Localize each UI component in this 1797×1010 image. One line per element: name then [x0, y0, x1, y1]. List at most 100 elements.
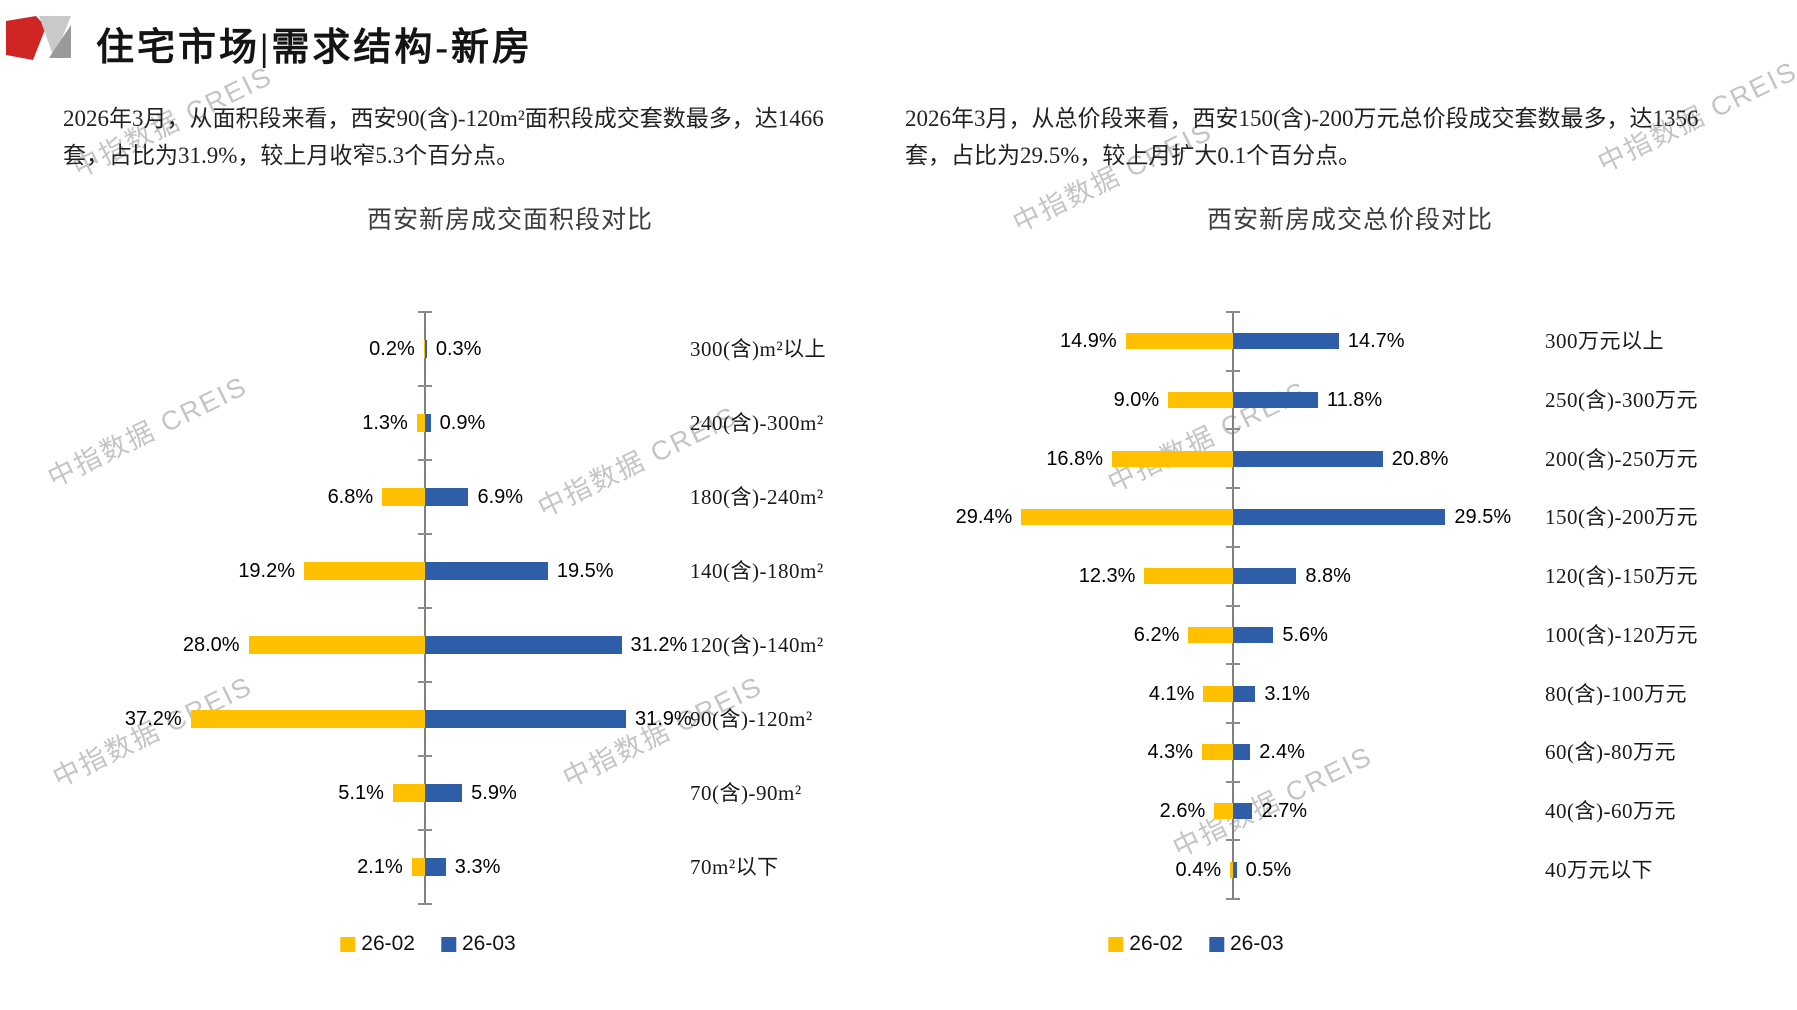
bar-26-02: [411, 858, 425, 876]
bar-26-02: [1202, 744, 1233, 761]
axis-tick: [418, 755, 432, 757]
bar-26-03: [1233, 568, 1297, 585]
bar-26-02: [1021, 509, 1233, 526]
value-label-26-02: 28.0%: [182, 634, 240, 656]
value-label-26-02: 4.1%: [1148, 682, 1195, 705]
company-logo-icon: [6, 16, 71, 60]
axis-tick: [1226, 605, 1240, 607]
value-label-26-02: 6.8%: [327, 486, 374, 508]
bar-26-02: [1144, 568, 1233, 585]
bar-26-03: [425, 858, 446, 876]
bar-26-03: [425, 636, 622, 654]
category-label: 250(含)-300万元: [1545, 388, 1698, 413]
value-label-26-02: 1.3%: [362, 412, 408, 434]
value-label-26-03: 20.8%: [1391, 447, 1449, 470]
category-label: 70m²以下: [690, 855, 779, 879]
bar-26-03: [1233, 802, 1253, 819]
axis-tick: [418, 829, 432, 831]
value-label-26-03: 14.7%: [1347, 330, 1405, 353]
category-label: 300万元以上: [1545, 329, 1664, 354]
bar-26-02: [1112, 450, 1233, 467]
bar-26-02: [1203, 685, 1233, 702]
tornado-chart-area-segments: 0.2% 0.3% 300(含)m²以上 1.3% 0.9% 240(含)-300m² 6.…: [60, 311, 898, 905]
bar-26-03: [1233, 861, 1237, 878]
axis-tick: [1226, 722, 1240, 724]
axis-tick: [418, 311, 432, 313]
value-label-26-03: 29.5%: [1454, 506, 1512, 529]
value-label-26-02: 16.8%: [1046, 447, 1104, 470]
category-label: 100(含)-120万元: [1545, 622, 1698, 647]
value-label-26-03: 3.1%: [1264, 682, 1310, 705]
legend-label-26-03: 26-03: [1230, 932, 1284, 955]
logo-dark-gray-shape: [49, 25, 71, 58]
bar-26-03: [1233, 333, 1339, 350]
value-label-26-02: 6.2%: [1133, 623, 1180, 646]
legend-label-26-03: 26-03: [462, 932, 516, 955]
value-label-26-03: 0.5%: [1245, 858, 1292, 881]
chart-title-area: 西安新房成交面积段对比: [366, 207, 653, 234]
legend-item-26-02: 26-02: [1108, 932, 1183, 956]
bar-26-02: [382, 488, 425, 506]
bar-26-03: [1233, 509, 1446, 526]
value-label-26-02: 0.4%: [1175, 858, 1222, 881]
category-label: 150(含)-200万元: [1545, 505, 1698, 530]
bar-26-03: [425, 562, 548, 580]
axis-tick: [1226, 546, 1240, 548]
value-label-26-03: 31.2%: [630, 634, 688, 656]
value-label-26-03: 31.9%: [634, 708, 692, 730]
logo-red-shape: [6, 16, 46, 60]
value-label-26-03: 0.3%: [435, 338, 482, 360]
value-label-26-02: 14.9%: [1060, 330, 1117, 353]
axis-tick: [1226, 898, 1240, 900]
legend-label-26-02: 26-02: [361, 932, 415, 955]
axis-tick: [1226, 311, 1240, 313]
category-label: 70(含)-90m²: [690, 781, 802, 805]
bar-26-02: [416, 414, 425, 432]
value-label-26-03: 2.4%: [1259, 741, 1305, 764]
category-label: 120(含)-140m²: [690, 633, 824, 657]
bar-26-02: [392, 784, 425, 802]
bar-26-02: [1230, 861, 1233, 878]
tornado-chart-price-segments: 14.9% 14.7% 300万元以上 9.0% 11.8% 250(含)-300万元 16…: [900, 311, 1790, 900]
value-label-26-03: 3.3%: [454, 856, 501, 878]
legend-area-chart: 26-02 26-03: [340, 932, 516, 956]
axis-tick: [1226, 370, 1240, 372]
legend-item-26-03: 26-03: [1209, 932, 1284, 956]
page-title: 住宅市场|需求结构-新房: [96, 27, 534, 69]
category-label: 200(含)-250万元: [1545, 446, 1698, 471]
value-label-26-02: 2.6%: [1159, 799, 1206, 822]
bar-26-03: [425, 710, 626, 728]
category-label: 180(含)-240m²: [690, 485, 824, 509]
value-label-26-02: 37.2%: [124, 708, 182, 730]
axis-tick: [1226, 663, 1240, 665]
value-label-26-02: 5.1%: [338, 782, 384, 804]
value-label-26-03: 5.9%: [471, 782, 517, 804]
axis-tick: [1226, 839, 1240, 841]
axis-tick: [418, 533, 432, 535]
summary-area-segment: 2026年3月，从面积段来看，西安90(含)-120m²面积段成交套数最多，达1…: [63, 106, 824, 169]
legend-swatch-26-03: [441, 936, 456, 952]
legend-price-chart: 26-02 26-03: [1108, 932, 1284, 956]
category-label: 80(含)-100万元: [1545, 681, 1687, 706]
category-label: 300(含)m²以上: [690, 337, 827, 361]
axis-tick: [1226, 781, 1240, 783]
value-label-26-03: 0.9%: [439, 412, 486, 434]
value-label-26-02: 12.3%: [1078, 565, 1136, 588]
category-label: 40万元以下: [1545, 857, 1653, 882]
legend-swatch-26-02: [1108, 936, 1124, 952]
legend-swatch-26-03: [1209, 936, 1224, 952]
bar-26-03: [1233, 392, 1318, 409]
axis-tick: [418, 459, 432, 461]
value-label-26-03: 6.9%: [477, 486, 524, 508]
axis-tick: [1226, 487, 1240, 489]
bar-26-03: [1233, 744, 1251, 761]
bar-26-02: [190, 710, 425, 728]
legend-label-26-02: 26-02: [1129, 932, 1183, 955]
bar-26-03: [425, 784, 463, 802]
bar-26-02: [1125, 333, 1233, 350]
bar-26-03: [425, 414, 431, 432]
legend-swatch-26-02: [340, 936, 356, 952]
value-label-26-02: 19.2%: [238, 560, 296, 582]
value-label-26-02: 2.1%: [357, 856, 403, 878]
